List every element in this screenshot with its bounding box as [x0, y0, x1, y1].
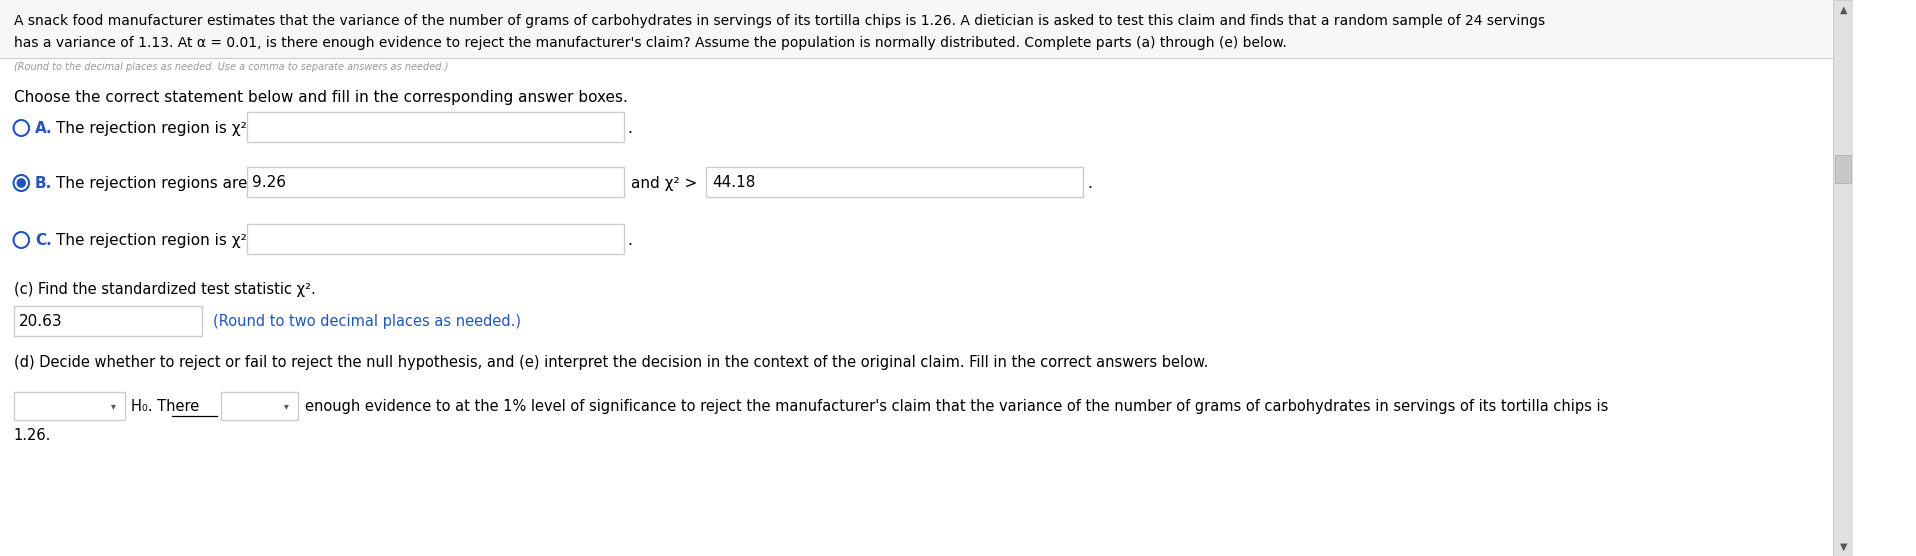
- Text: H₀. There: H₀. There: [130, 399, 199, 414]
- FancyBboxPatch shape: [13, 306, 203, 336]
- FancyBboxPatch shape: [247, 224, 625, 254]
- Text: (Round to two decimal places as needed.): (Round to two decimal places as needed.): [213, 314, 521, 329]
- Text: C.: C.: [34, 232, 52, 247]
- Text: and χ² >: and χ² >: [630, 176, 697, 191]
- Text: ▾: ▾: [284, 401, 289, 411]
- Text: A.: A.: [34, 121, 52, 136]
- FancyBboxPatch shape: [1834, 0, 1853, 556]
- FancyBboxPatch shape: [0, 0, 1834, 58]
- Text: (Round to the decimal places as needed. Use a comma to separate answers as neede: (Round to the decimal places as needed. …: [13, 62, 448, 72]
- Text: The rejection region is χ² >: The rejection region is χ² >: [56, 121, 264, 136]
- Text: (c) Find the standardized test statistic χ².: (c) Find the standardized test statistic…: [13, 282, 316, 297]
- FancyBboxPatch shape: [707, 167, 1083, 197]
- Text: 20.63: 20.63: [19, 314, 63, 329]
- FancyBboxPatch shape: [1836, 155, 1851, 183]
- Text: .: .: [628, 121, 632, 136]
- Text: 1.26.: 1.26.: [13, 428, 52, 443]
- Text: The rejection regions are χ² <: The rejection regions are χ² <: [56, 176, 285, 191]
- Text: The rejection region is χ² <: The rejection region is χ² <: [56, 232, 264, 247]
- FancyBboxPatch shape: [220, 392, 297, 420]
- Text: .: .: [628, 232, 632, 247]
- Text: enough evidence to at the 1% level of significance to reject the manufacturer's : enough evidence to at the 1% level of si…: [305, 399, 1608, 414]
- FancyBboxPatch shape: [247, 167, 625, 197]
- Circle shape: [17, 179, 25, 187]
- Text: Choose the correct statement below and fill in the corresponding answer boxes.: Choose the correct statement below and f…: [13, 90, 627, 105]
- Text: 9.26: 9.26: [253, 175, 287, 190]
- FancyBboxPatch shape: [13, 392, 125, 420]
- Text: ▼: ▼: [1839, 542, 1847, 552]
- Text: B.: B.: [34, 176, 52, 191]
- FancyBboxPatch shape: [247, 112, 625, 142]
- Text: A snack food manufacturer estimates that the variance of the number of grams of : A snack food manufacturer estimates that…: [13, 14, 1544, 28]
- Text: (d) Decide whether to reject or fail to reject the null hypothesis, and (e) inte: (d) Decide whether to reject or fail to …: [13, 355, 1207, 370]
- Text: ▲: ▲: [1839, 5, 1847, 15]
- Text: has a variance of 1.13. At α = 0.01, is there enough evidence to reject the manu: has a variance of 1.13. At α = 0.01, is …: [13, 36, 1286, 50]
- Text: ▾: ▾: [111, 401, 115, 411]
- Text: 44.18: 44.18: [713, 175, 755, 190]
- Text: .: .: [1086, 176, 1092, 191]
